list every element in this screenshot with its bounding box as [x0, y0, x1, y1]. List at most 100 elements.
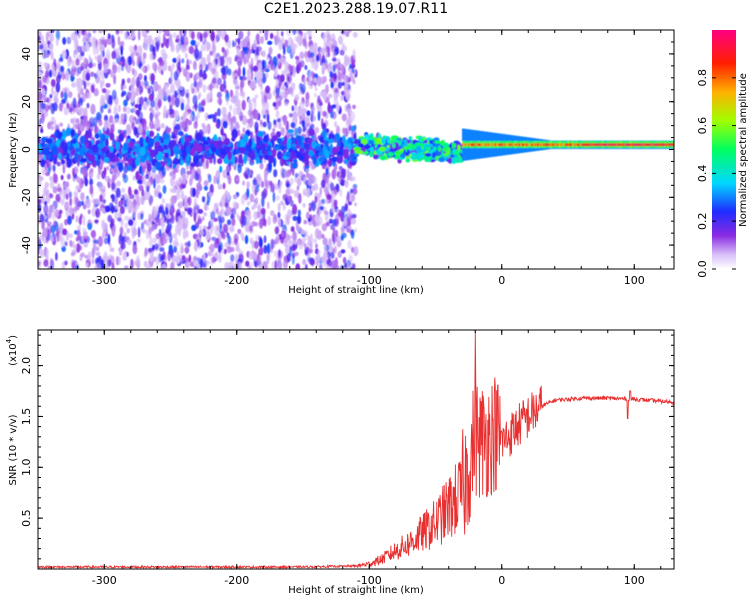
spectrogram-cell [155, 218, 161, 227]
spectrogram-cell [340, 63, 344, 75]
spectrogram-cell [148, 214, 153, 219]
spectrogram-cell [277, 211, 281, 219]
spectrogram-cell [181, 58, 185, 64]
spectrogram-cell [49, 42, 54, 52]
spectrogram-cell [75, 264, 79, 269]
spectrogram-cell [170, 261, 175, 269]
spectrogram-cell [73, 166, 79, 175]
spectrogram-cell [338, 35, 344, 45]
spectrogram-cell [336, 145, 340, 152]
spectrogram-cell [123, 165, 129, 174]
spectrogram-cell [154, 97, 158, 106]
spectrogram-cell [307, 188, 311, 194]
spectrogram-cell [171, 94, 175, 104]
spectrogram-cell [158, 192, 163, 199]
spectrogram-cell [187, 207, 193, 214]
spectrogram-cell [237, 37, 241, 46]
spectrogram-cell [330, 133, 336, 139]
spectrogram-cell [122, 84, 127, 90]
spectrogram-cell [160, 213, 164, 221]
spectrogram-cell [254, 240, 259, 250]
spectrogram-cell [184, 241, 190, 247]
spectrogram-cell [227, 68, 232, 76]
spectrogram-cell [131, 67, 135, 75]
spectrogram-cell [289, 239, 294, 246]
spectrogram-cell [131, 76, 136, 87]
spectrogram-cell [246, 152, 253, 158]
spectrogram-cell [303, 32, 307, 40]
spectrogram-cell [148, 196, 153, 206]
spectrogram-cell [62, 37, 67, 45]
spectrogram-cell [166, 223, 172, 233]
spectrogram-cell [246, 188, 250, 199]
spectrogram-cell [326, 40, 332, 48]
spectrogram-cell [344, 56, 348, 68]
spectrogram-cell [283, 119, 287, 125]
spectrogram-cell [199, 33, 203, 43]
spectrogram-cell [85, 262, 89, 268]
spectrogram-cell [299, 51, 305, 60]
spectrogram-cell [200, 43, 206, 52]
spectrogram-cell [335, 257, 338, 267]
spectrogram-cell [209, 228, 214, 235]
spectrogram-cell [100, 148, 107, 153]
spectrogram-cell [187, 119, 192, 126]
spectrogram-cell [123, 112, 128, 123]
spectrogram-cell [231, 95, 238, 104]
spectrogram-cell [438, 156, 445, 163]
spectrogram-cell [332, 226, 336, 235]
spectrogram-cell [173, 32, 177, 39]
spectrogram-cell [224, 34, 229, 43]
spectrogram-cell [318, 101, 323, 106]
spectrogram-cell [128, 45, 134, 53]
spectrogram-cell [248, 169, 253, 176]
spectrogram-cell [250, 261, 253, 269]
spectrogram-cell [122, 106, 127, 113]
spectrogram-cell [147, 247, 153, 253]
spectrogram-cell [122, 252, 127, 257]
spectrogram-cell [107, 259, 112, 268]
spectrogram-cell [149, 149, 155, 158]
spectrogram-cell [118, 104, 121, 113]
spectrogram-cell [117, 256, 121, 266]
spectrogram-cell [335, 229, 339, 237]
spectrogram-cell [290, 226, 295, 233]
spectrogram-cell [267, 40, 273, 45]
spectrogram-cell [277, 121, 282, 130]
spectrogram-cell [94, 123, 98, 135]
spectrogram-cell [170, 205, 175, 215]
spectrogram-cell [100, 94, 106, 104]
spectrogram-cell [315, 146, 321, 151]
spectrogram-cell [80, 157, 87, 163]
spectrogram-cell [79, 135, 86, 144]
spectrogram-cell [255, 109, 259, 121]
spectrogram-cell [65, 193, 69, 200]
spectrogram-cell [54, 173, 59, 184]
spectrogram-cell [75, 147, 80, 153]
spectrogram-cell [94, 133, 100, 139]
spectrogram-cell [181, 222, 187, 230]
spectrogram-cell [270, 210, 275, 217]
spectrogram-cell [217, 211, 222, 217]
spectrogram-cell [248, 101, 253, 109]
spectrogram-cell [101, 79, 105, 87]
spectrogram-cell [98, 119, 103, 127]
spectrogram-cell [189, 72, 193, 79]
spectrogram-cell [403, 145, 411, 150]
spectrogram-cell [234, 102, 240, 107]
spectrogram-cell [152, 256, 157, 262]
spectrogram-cell [109, 115, 114, 124]
spectrogram-cell [85, 141, 89, 150]
spectrogram-cell [212, 113, 217, 123]
spectrogram-cell [313, 59, 319, 71]
spectrogram-cell [205, 260, 210, 266]
spectrogram-cell [246, 181, 251, 189]
spectrogram-cell [258, 248, 261, 256]
spectrogram-cell [253, 203, 258, 209]
spectrogram-cell [192, 94, 198, 106]
spectrogram-cell [148, 256, 154, 262]
spectrogram-cell [226, 246, 232, 254]
spectrogram-cell [294, 55, 300, 60]
spectrogram-cell [62, 164, 66, 174]
spectrogram-cell [223, 248, 227, 255]
